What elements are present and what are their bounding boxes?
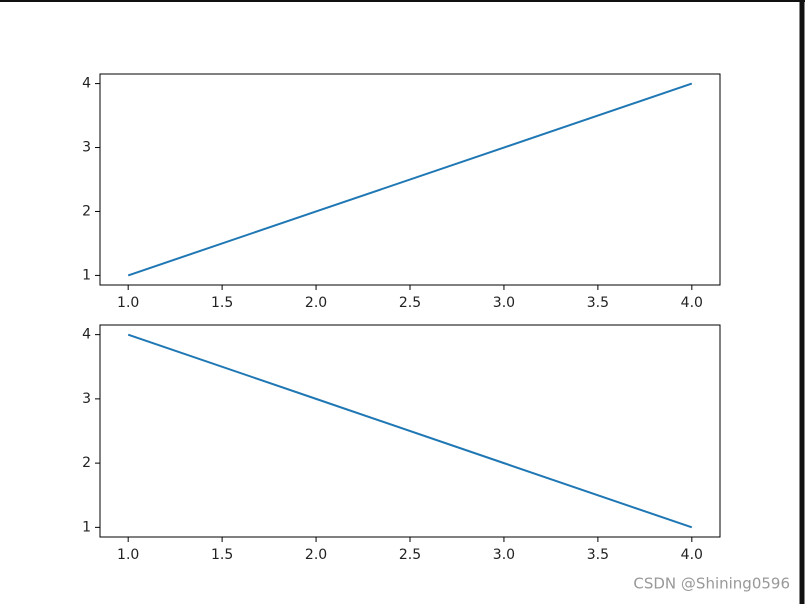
y-tick-label: 3 (82, 391, 91, 407)
x-tick-label: 2.5 (399, 547, 421, 563)
x-tick-label: 1.5 (211, 295, 233, 311)
watermark: CSDN @Shining0596 (633, 575, 790, 593)
x-tick-label: 4.0 (681, 295, 703, 311)
axes-frame (99, 324, 721, 538)
x-tick-label: 3.5 (587, 295, 609, 311)
y-tick-label: 4 (82, 327, 91, 343)
axes-frame (99, 73, 721, 286)
x-tick-label: 3.0 (493, 547, 515, 563)
x-tick-label: 4.0 (681, 547, 703, 563)
y-tick-label: 3 (82, 140, 91, 156)
y-tick-label: 1 (82, 519, 91, 535)
x-tick-label: 1.0 (117, 295, 139, 311)
y-tick-label: 4 (82, 76, 91, 92)
x-tick-label: 2.5 (399, 295, 421, 311)
series-line (127, 333, 693, 529)
y-tick-label: 2 (82, 455, 91, 471)
series-line (127, 82, 693, 277)
x-tick-label: 3.5 (587, 547, 609, 563)
x-tick-label: 1.5 (211, 547, 233, 563)
y-tick-label: 1 (82, 267, 91, 283)
x-tick-label: 2.0 (305, 295, 327, 311)
x-tick-label: 2.0 (305, 547, 327, 563)
x-tick-label: 3.0 (493, 295, 515, 311)
y-tick-label: 2 (82, 203, 91, 219)
x-tick-label: 1.0 (117, 547, 139, 563)
